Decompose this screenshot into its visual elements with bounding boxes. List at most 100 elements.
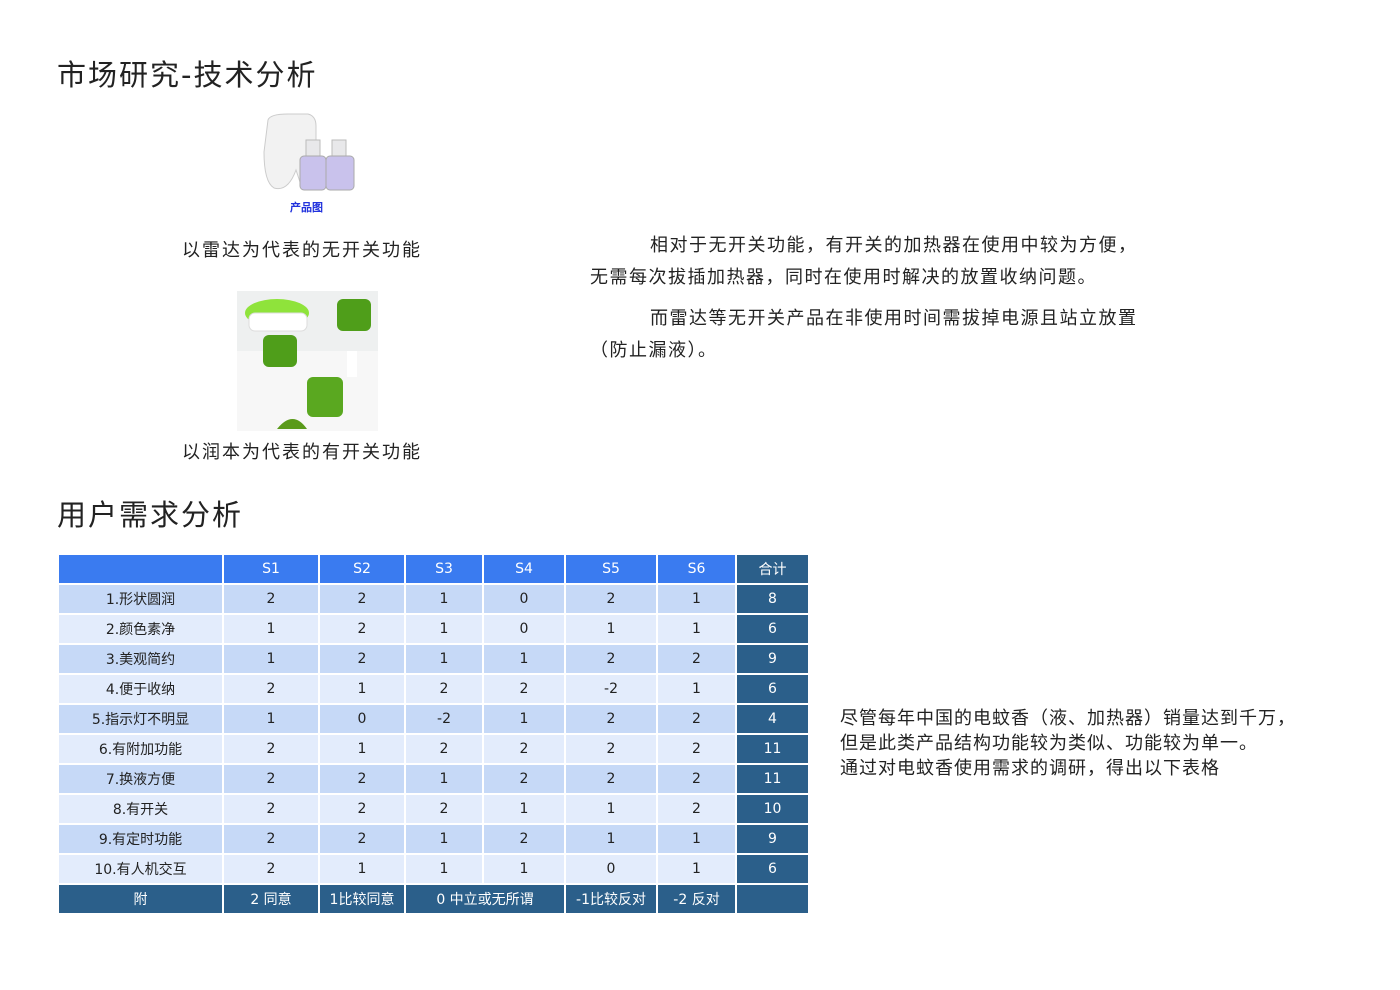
score-cell: 2 [404, 733, 484, 765]
header-cell: S6 [656, 553, 737, 585]
caption-radar: 以雷达为代表的无开关功能 [182, 240, 422, 261]
score-cell: 1 [482, 703, 566, 735]
score-cell: 1 [318, 673, 406, 705]
header-cell: S4 [482, 553, 566, 585]
score-cell: 2 [656, 733, 737, 765]
table-row: 5.指示灯不明显 1 0 -2 1 2 2 4 [57, 703, 810, 735]
score-cell: 1 [404, 823, 484, 855]
total-cell: 9 [735, 823, 810, 855]
legend-cell: -1比较反对 [564, 883, 658, 915]
score-cell: 2 [318, 793, 406, 825]
score-cell: 2 [482, 823, 566, 855]
score-cell: 1 [656, 613, 737, 645]
legend-cell [735, 883, 810, 915]
score-cell: 2 [318, 583, 406, 615]
row-label: 2.颜色素净 [57, 613, 224, 645]
score-cell: -2 [564, 673, 658, 705]
table-header-row: S1 S2 S3 S4 S5 S6 合计 [57, 553, 810, 585]
row-label: 5.指示灯不明显 [57, 703, 224, 735]
score-cell: 1 [318, 853, 406, 885]
score-cell: 1 [222, 643, 320, 675]
score-cell: 1 [564, 793, 658, 825]
table-row: 10.有人机交互 2 1 1 1 0 1 6 [57, 853, 810, 885]
score-cell: 2 [222, 793, 320, 825]
row-label: 1.形状圆润 [57, 583, 224, 615]
description-line: 但是此类产品结构功能较为类似、功能较为单一。 [840, 733, 1258, 754]
score-cell: 1 [656, 853, 737, 885]
total-cell: 9 [735, 643, 810, 675]
score-cell: 1 [318, 733, 406, 765]
table-row: 4.便于收纳 2 1 2 2 -2 1 6 [57, 673, 810, 705]
paragraph-radar-drawback: 而雷达等无开关产品在非使用时间需拔掉电源且站立放置 （防止漏液）。 [590, 303, 1210, 367]
table-row: 9.有定时功能 2 2 1 2 1 1 9 [57, 823, 810, 855]
score-cell: 0 [318, 703, 406, 735]
score-cell: 2 [656, 643, 737, 675]
legend-cell: -2 反对 [656, 883, 737, 915]
paragraph-line: （防止漏液）。 [590, 340, 718, 361]
score-cell: 2 [656, 763, 737, 795]
description-line: 通过对电蚊香使用需求的调研，得出以下表格 [840, 758, 1220, 779]
score-cell: 2 [222, 763, 320, 795]
score-cell: 2 [222, 853, 320, 885]
score-cell: 0 [482, 613, 566, 645]
table-row: 2.颜色素净 1 2 1 0 1 1 6 [57, 613, 810, 645]
score-cell: 2 [318, 613, 406, 645]
score-cell: 2 [564, 763, 658, 795]
paragraph-line: 无需每次拔插加热器，同时在使用时解决的放置收纳问题。 [590, 267, 1097, 288]
score-cell: 1 [564, 613, 658, 645]
total-cell: 11 [735, 763, 810, 795]
score-cell: 2 [564, 703, 658, 735]
table-row: 7.换液方便 2 2 1 2 2 2 11 [57, 763, 810, 795]
score-cell: 2 [222, 583, 320, 615]
score-cell: 2 [564, 733, 658, 765]
score-cell: 1 [404, 613, 484, 645]
total-cell: 10 [735, 793, 810, 825]
section-title-user-needs: 用户需求分析 [57, 498, 244, 532]
score-cell: 2 [482, 673, 566, 705]
legend-cell: 2 同意 [222, 883, 320, 915]
total-cell: 11 [735, 733, 810, 765]
total-cell: 4 [735, 703, 810, 735]
score-cell: 1 [222, 703, 320, 735]
score-cell: 2 [482, 763, 566, 795]
table-row: 6.有附加功能 2 1 2 2 2 2 11 [57, 733, 810, 765]
score-cell: 2 [404, 793, 484, 825]
table-footer-legend-row: 附 2 同意 1比较同意 0 中立或无所谓 -1比较反对 -2 反对 [57, 883, 810, 915]
row-label: 7.换液方便 [57, 763, 224, 795]
header-cell: S5 [564, 553, 658, 585]
score-cell: 1 [404, 643, 484, 675]
row-label: 9.有定时功能 [57, 823, 224, 855]
score-cell: 1 [404, 583, 484, 615]
section-title-tech-analysis: 市场研究-技术分析 [57, 58, 318, 92]
paragraph-switch-advantage: 相对于无开关功能，有开关的加热器在使用中较为方便， 无需每次拔插加热器，同时在使… [590, 230, 1210, 294]
caption-runben: 以润本为代表的有开关功能 [182, 442, 422, 463]
score-cell: 1 [656, 583, 737, 615]
score-cell: 1 [656, 823, 737, 855]
score-cell: 1 [482, 793, 566, 825]
score-cell: 0 [482, 583, 566, 615]
score-cell: 2 [318, 763, 406, 795]
row-label: 10.有人机交互 [57, 853, 224, 885]
table-row: 8.有开关 2 2 2 1 1 2 10 [57, 793, 810, 825]
total-cell: 6 [735, 613, 810, 645]
header-cell: S1 [222, 553, 320, 585]
total-cell: 8 [735, 583, 810, 615]
score-cell: 2 [482, 733, 566, 765]
table-row: 3.美观简约 1 2 1 1 2 2 9 [57, 643, 810, 675]
paragraph-line: 而雷达等无开关产品在非使用时间需拔掉电源且站立放置 [650, 308, 1138, 329]
score-cell: 1 [404, 853, 484, 885]
score-cell: 2 [222, 823, 320, 855]
header-cell: S2 [318, 553, 406, 585]
header-cell-total: 合计 [735, 553, 810, 585]
row-label: 3.美观简约 [57, 643, 224, 675]
row-label: 6.有附加功能 [57, 733, 224, 765]
legend-cell: 1比较同意 [318, 883, 406, 915]
score-cell: 1 [656, 673, 737, 705]
score-cell: 1 [564, 823, 658, 855]
table-row: 1.形状圆润 2 2 1 0 2 1 8 [57, 583, 810, 615]
row-label: 4.便于收纳 [57, 673, 224, 705]
user-needs-description: 尽管每年中国的电蚊香（液、加热器）销量达到千万， 但是此类产品结构功能较为类似、… [840, 706, 1296, 781]
legend-cell: 0 中立或无所谓 [404, 883, 566, 915]
score-cell: 2 [318, 643, 406, 675]
